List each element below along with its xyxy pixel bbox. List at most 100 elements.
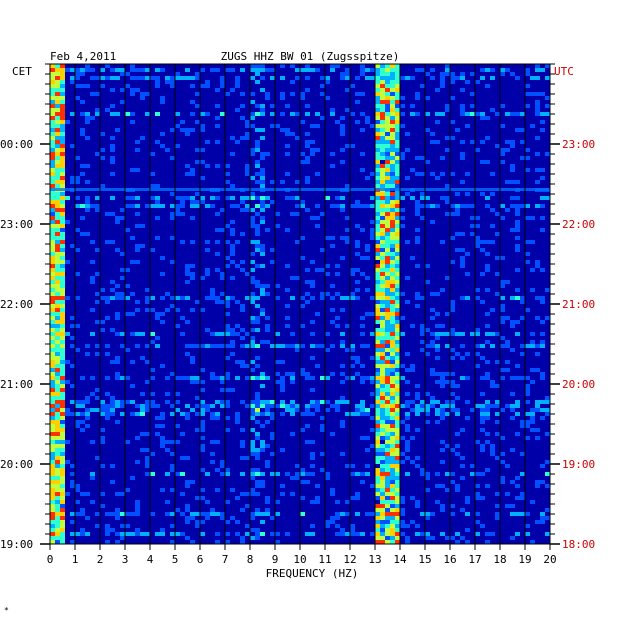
heatmap-cell <box>175 296 180 300</box>
heatmap-cell <box>380 472 385 476</box>
heatmap-cell <box>510 204 515 208</box>
heatmap-cell <box>340 340 345 344</box>
heatmap-cell <box>330 64 335 68</box>
heatmap-cell <box>125 72 130 76</box>
heatmap-cell <box>310 344 315 348</box>
heatmap-cell <box>245 532 250 536</box>
heatmap-cell <box>390 388 395 392</box>
heatmap-cell <box>260 480 265 484</box>
heatmap-cell <box>260 136 265 140</box>
heatmap-cell <box>425 204 430 208</box>
heatmap-cell <box>310 452 315 456</box>
heatmap-cell <box>70 464 75 468</box>
heatmap-cell <box>215 296 220 300</box>
heatmap-cell <box>460 112 465 116</box>
heatmap-cell <box>385 520 390 524</box>
heatmap-cell <box>330 244 335 248</box>
heatmap-cell <box>185 164 190 168</box>
heatmap-cell <box>60 256 65 260</box>
heatmap-cell <box>205 344 210 348</box>
heatmap-cell <box>380 456 385 460</box>
heatmap-cell <box>240 508 245 512</box>
heatmap-cell <box>305 140 310 144</box>
heatmap-cell <box>395 76 400 80</box>
heatmap-cell <box>260 172 265 176</box>
heatmap-cell <box>375 312 380 316</box>
heatmap-cell <box>380 88 385 92</box>
heatmap-cell <box>395 248 400 252</box>
heatmap-cell <box>440 372 445 376</box>
heatmap-cell <box>435 420 440 424</box>
heatmap-cell <box>420 340 425 344</box>
heatmap-cell <box>455 488 460 492</box>
heatmap-cell <box>60 108 65 112</box>
heatmap-cell <box>255 420 260 424</box>
heatmap-cell <box>505 504 510 508</box>
heatmap-cell <box>385 444 390 448</box>
heatmap-cell <box>50 456 55 460</box>
heatmap-cell <box>395 492 400 496</box>
heatmap-cell <box>375 292 380 296</box>
heatmap-cell <box>390 88 395 92</box>
heatmap-cell <box>375 104 380 108</box>
heatmap-cell <box>300 256 305 260</box>
heatmap-cell <box>345 72 350 76</box>
heatmap-cell <box>255 280 260 284</box>
heatmap-cell <box>140 96 145 100</box>
heatmap-cell <box>130 532 135 536</box>
heatmap-cell <box>395 228 400 232</box>
heatmap-cell <box>535 480 540 484</box>
heatmap-cell <box>200 84 205 88</box>
corner-mark: * <box>4 606 9 615</box>
heatmap-cell <box>235 332 240 336</box>
heatmap-cell <box>455 444 460 448</box>
heatmap-cell <box>195 344 200 348</box>
heatmap-cell <box>380 180 385 184</box>
heatmap-cell <box>110 404 115 408</box>
heatmap-cell <box>390 96 395 100</box>
heatmap-cell <box>375 436 380 440</box>
heatmap-cell <box>490 224 495 228</box>
heatmap-cell <box>55 324 60 328</box>
heatmap-cell <box>385 260 390 264</box>
heatmap-cell <box>390 92 395 96</box>
heatmap-cell <box>380 448 385 452</box>
heatmap-cell <box>540 332 545 336</box>
heatmap-cell <box>480 272 485 276</box>
heatmap-cell <box>210 372 215 376</box>
heatmap-cell <box>540 480 545 484</box>
heatmap-cell <box>495 420 500 424</box>
heatmap-cell <box>310 404 315 408</box>
heatmap-cell <box>445 68 450 72</box>
heatmap-cell <box>305 412 310 416</box>
heatmap-cell <box>530 76 535 80</box>
heatmap-cell <box>540 516 545 520</box>
heatmap-cell <box>255 144 260 148</box>
heatmap-cell <box>145 448 150 452</box>
heatmap-cell <box>425 72 430 76</box>
heatmap-cell <box>340 148 345 152</box>
heatmap-cell <box>60 540 65 544</box>
heatmap-cell <box>220 516 225 520</box>
heatmap-cell <box>455 76 460 80</box>
heatmap-cell <box>255 148 260 152</box>
heatmap-cell <box>170 512 175 516</box>
heatmap-cell <box>350 144 355 148</box>
heatmap-cell <box>175 308 180 312</box>
heatmap-cell <box>425 488 430 492</box>
heatmap-cell <box>460 264 465 268</box>
heatmap-cell <box>255 392 260 396</box>
heatmap-cell <box>415 504 420 508</box>
heatmap-cell <box>505 404 510 408</box>
heatmap-cell <box>435 112 440 116</box>
heatmap-cell <box>50 272 55 276</box>
heatmap-cell <box>55 484 60 488</box>
heatmap-cell <box>385 400 390 404</box>
heatmap-cell <box>265 376 270 380</box>
heatmap-cell <box>355 492 360 496</box>
heatmap-cell <box>85 64 90 68</box>
heatmap-cell <box>55 308 60 312</box>
heatmap-cell <box>525 252 530 256</box>
heatmap-cell <box>375 416 380 420</box>
heatmap-cell <box>340 196 345 200</box>
